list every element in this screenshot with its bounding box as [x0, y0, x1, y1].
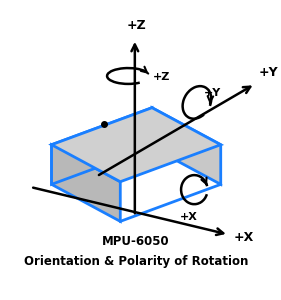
Text: MPU-6050: MPU-6050	[102, 235, 170, 248]
Polygon shape	[152, 108, 221, 184]
Polygon shape	[52, 145, 120, 221]
Text: +Y: +Y	[259, 66, 279, 79]
Text: Orientation & Polarity of Rotation: Orientation & Polarity of Rotation	[24, 254, 248, 268]
Text: +Y: +Y	[203, 88, 221, 98]
Text: +Z: +Z	[153, 72, 171, 82]
Text: +X: +X	[234, 231, 254, 244]
Text: +Z: +Z	[126, 20, 146, 32]
Polygon shape	[52, 108, 221, 182]
Polygon shape	[52, 108, 152, 184]
Text: +X: +X	[180, 212, 198, 222]
